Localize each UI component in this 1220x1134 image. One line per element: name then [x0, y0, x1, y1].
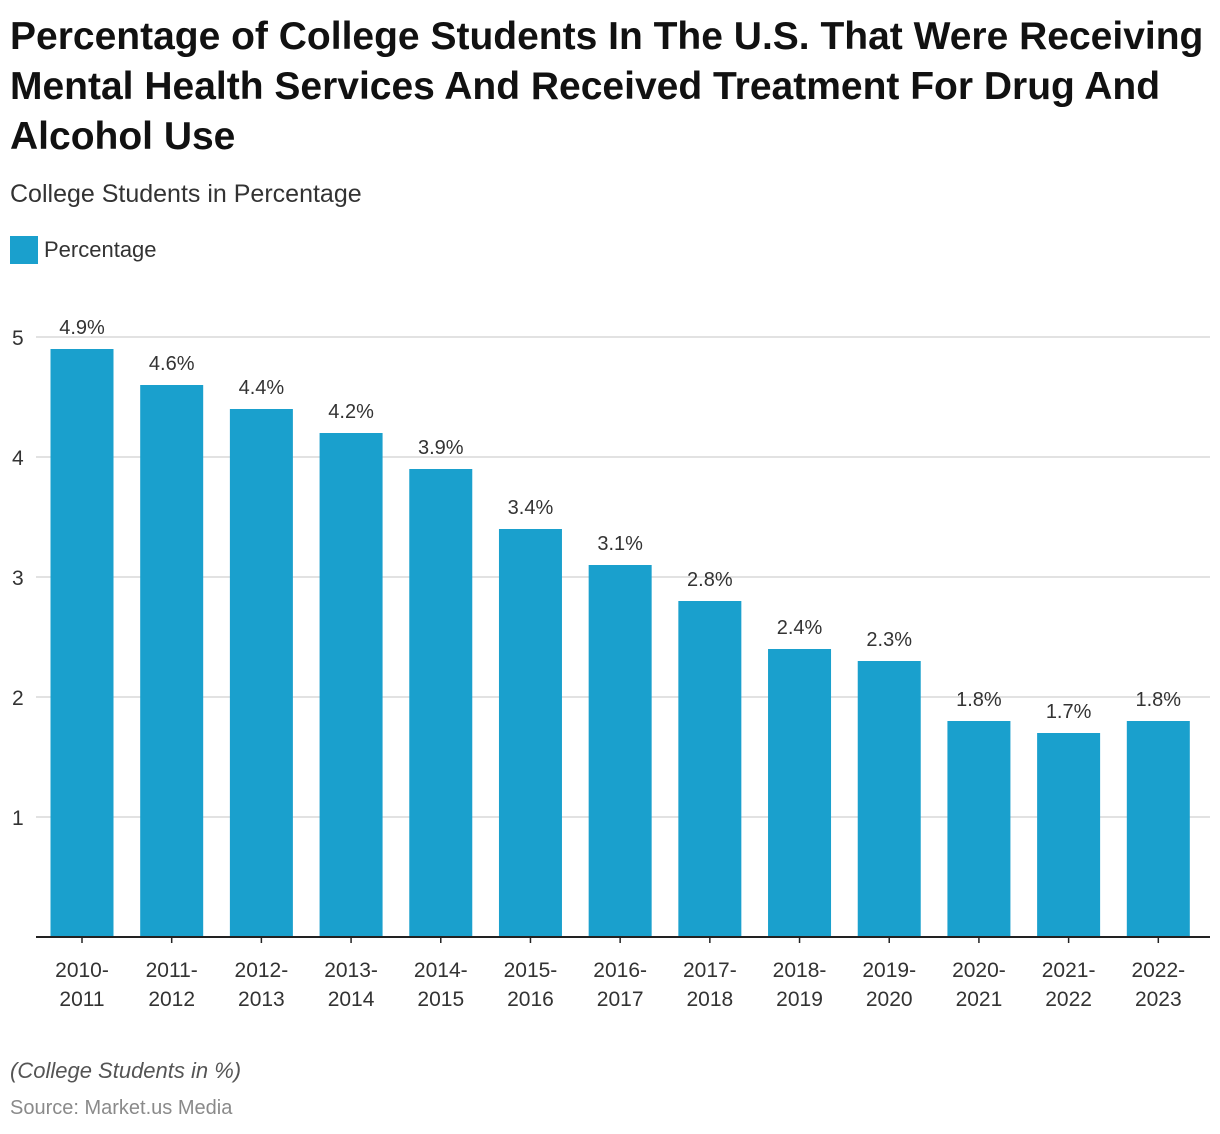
x-tick-label: 2013- — [324, 959, 378, 982]
bar — [409, 469, 473, 937]
x-tick-label: 2010- — [55, 959, 109, 982]
x-tick-label: 2012- — [235, 959, 289, 982]
x-tick-label: 2020 — [866, 988, 913, 1011]
data-label: 2.4% — [777, 617, 823, 639]
x-tick-label: 2019- — [862, 959, 916, 982]
data-label: 2.3% — [866, 629, 912, 651]
data-label: 4.2% — [328, 401, 374, 423]
bar — [678, 601, 742, 937]
x-tick-label: 2011 — [59, 988, 104, 1011]
x-tick-label: 2013 — [238, 988, 285, 1011]
x-tick-label: 2011- — [146, 959, 198, 982]
x-tick-label: 2022- — [1131, 959, 1185, 982]
bar — [1126, 721, 1190, 937]
bar — [319, 433, 383, 937]
data-label: 1.7% — [1046, 701, 1092, 723]
data-label: 4.4% — [239, 377, 285, 399]
chart-title: Percentage of College Students In The U.… — [10, 15, 1204, 158]
bar — [498, 529, 562, 937]
x-tick-label: 2015 — [417, 988, 464, 1011]
bar — [229, 409, 293, 937]
x-tick-label: 2023 — [1135, 988, 1182, 1011]
x-tick-label: 2016- — [593, 959, 647, 982]
data-label: 2.8% — [687, 569, 733, 591]
x-tick-label: 2019 — [776, 988, 823, 1011]
data-label: 1.8% — [956, 689, 1002, 711]
x-tick-label: 2018- — [773, 959, 827, 982]
x-tick-label: 2017 — [597, 988, 644, 1011]
footnote: (College Students in %) — [10, 1058, 242, 1083]
data-label: 1.8% — [1136, 689, 1182, 711]
data-label: 4.6% — [149, 353, 195, 375]
x-tick-label: 2017- — [683, 959, 737, 982]
bar-chart: 1 2 3 4 5 4.9% 2010- 2011 4.6% 2011- 2012 4.4% 2012-… — [12, 317, 1210, 1011]
bar — [50, 349, 114, 937]
legend: Percentage — [10, 236, 157, 264]
y-tick-label: 5 — [12, 327, 24, 350]
x-tick-label: 2014- — [414, 959, 468, 982]
bar — [588, 565, 652, 937]
bar — [857, 661, 921, 937]
legend-swatch — [10, 236, 38, 264]
chart-subtitle: College Students in Percentage — [10, 180, 362, 208]
x-tick-label: 2014 — [328, 988, 375, 1011]
data-label: 3.1% — [597, 533, 643, 555]
x-tick-label: 2012 — [148, 988, 195, 1011]
bar — [1037, 733, 1101, 937]
y-tick-label: 3 — [12, 567, 24, 590]
bar — [768, 649, 832, 937]
data-label: 3.4% — [508, 497, 554, 519]
x-tick-label: 2021- — [1042, 959, 1096, 982]
bar — [140, 385, 204, 937]
x-tick-label: 2015- — [504, 959, 558, 982]
data-label: 4.9% — [59, 317, 105, 339]
source-credit: Source: Market.us Media — [10, 1097, 233, 1119]
x-tick-label: 2016 — [507, 988, 554, 1011]
x-tick-label: 2021 — [956, 988, 1003, 1011]
y-tick-label: 4 — [12, 447, 24, 470]
data-label: 3.9% — [418, 437, 464, 459]
y-tick-label: 1 — [12, 807, 24, 830]
legend-label: Percentage — [44, 237, 157, 262]
y-tick-label: 2 — [12, 687, 24, 710]
x-tick-label: 2020- — [952, 959, 1006, 982]
bar — [947, 721, 1011, 937]
x-tick-label: 2022 — [1045, 988, 1092, 1011]
x-tick-label: 2018 — [686, 988, 733, 1011]
